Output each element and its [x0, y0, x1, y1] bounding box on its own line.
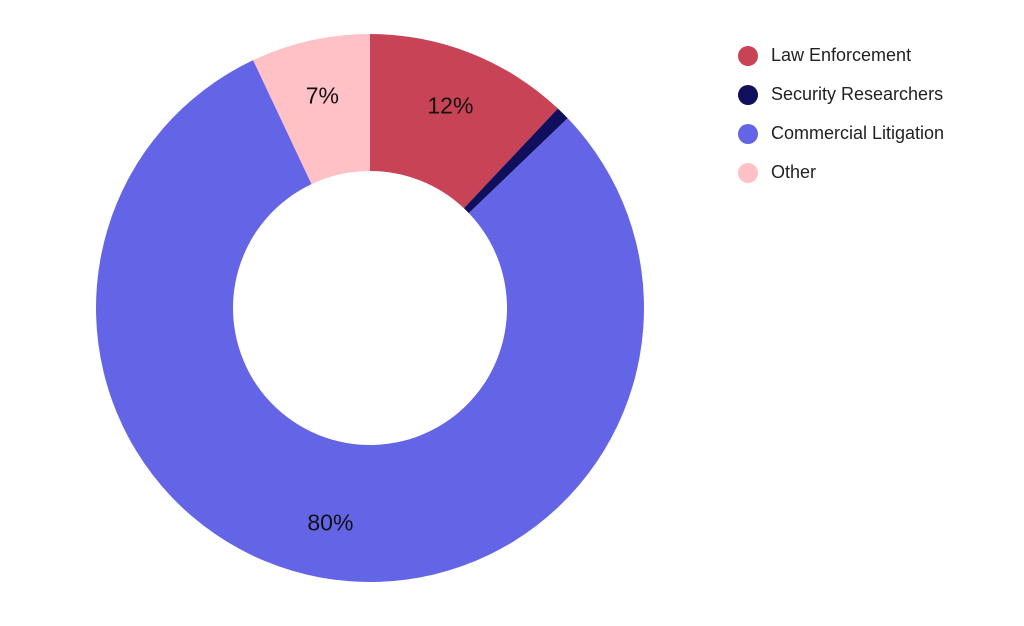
slice-label-other: 7%	[306, 82, 339, 108]
slice-commercial-litigation	[96, 60, 644, 583]
legend-item[interactable]: Commercial Litigation	[738, 114, 944, 153]
legend-swatch-icon	[738, 123, 758, 144]
legend-swatch-icon	[738, 45, 758, 66]
legend: Law Enforcement Security Researchers Comme…	[738, 36, 944, 192]
legend-item[interactable]: Law Enforcement	[738, 36, 944, 75]
slice-label-commercial-litigation: 80%	[307, 509, 353, 535]
legend-item[interactable]: Security Researchers	[738, 75, 944, 114]
legend-swatch-icon	[738, 84, 758, 105]
slice-other	[253, 34, 370, 185]
slice-security-researchers	[463, 108, 568, 214]
slice-label-law-enforcement: 12%	[427, 92, 473, 118]
legend-label: Security Researchers	[771, 84, 944, 104]
legend-label: Commercial Litigation	[771, 123, 945, 143]
donut-chart: 12% 80% 7%	[96, 34, 644, 583]
slice-law-enforcement	[370, 34, 558, 209]
legend-label: Other	[771, 162, 817, 182]
legend-label: Law Enforcement	[771, 45, 912, 65]
legend-swatch-icon	[738, 162, 758, 183]
legend-item[interactable]: Other	[738, 153, 944, 192]
slice-labels: 12% 80% 7%	[306, 82, 474, 535]
donut-slices	[96, 34, 644, 583]
